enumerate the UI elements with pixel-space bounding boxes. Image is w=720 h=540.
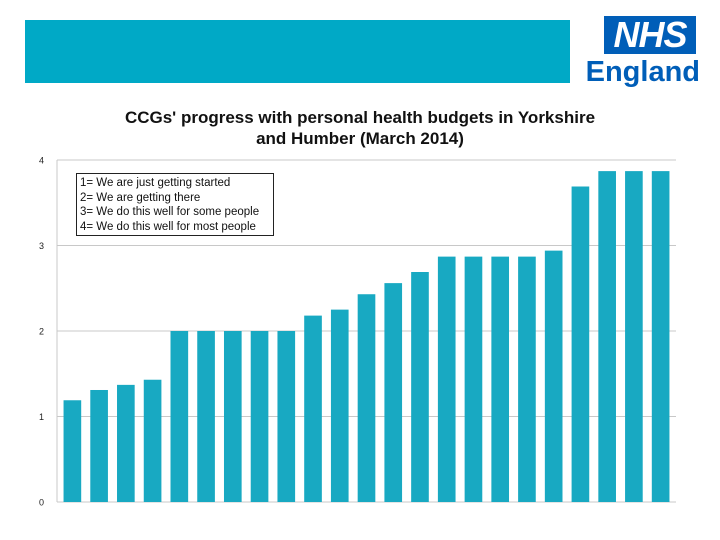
header-band	[25, 20, 570, 83]
bar	[330, 309, 349, 502]
bar	[384, 283, 403, 502]
y-tick-label: 3	[39, 241, 44, 251]
chart-title: CCGs' progress with personal health budg…	[60, 107, 660, 149]
bar	[518, 256, 536, 502]
bar	[411, 272, 429, 502]
bar	[437, 256, 456, 502]
nhs-logo-region: England	[585, 56, 700, 88]
bar	[491, 256, 510, 502]
bar	[571, 186, 590, 502]
y-tick-label: 2	[39, 327, 44, 337]
y-tick-label: 0	[39, 498, 44, 508]
bar	[625, 171, 643, 503]
bar	[223, 331, 242, 502]
y-tick-label: 1	[39, 412, 44, 422]
y-tick-label: 4	[39, 156, 44, 166]
bar	[651, 171, 670, 503]
bar	[143, 379, 162, 502]
bar	[464, 256, 483, 502]
bar	[250, 331, 269, 502]
bar	[63, 400, 82, 502]
chart-title-line-2: and Humber (March 2014)	[256, 129, 464, 148]
legend-entry: 1= We are just getting started	[80, 177, 231, 189]
bar	[357, 294, 376, 502]
legend-entry: 4= We do this well for most people	[80, 220, 256, 233]
bar	[170, 331, 189, 502]
bar	[304, 315, 322, 502]
legend-entry: 3= We do this well for some people	[80, 206, 260, 218]
chart-legend: 1= We are just getting started 2= We are…	[76, 173, 274, 236]
bar	[117, 384, 135, 502]
bar	[277, 331, 296, 502]
chart-title-line-1: CCGs' progress with personal health budg…	[124, 108, 596, 127]
bar	[598, 171, 616, 503]
bar	[197, 331, 215, 502]
legend-entry: 2= We are getting there	[80, 191, 201, 204]
bar	[90, 389, 108, 502]
bar	[544, 250, 563, 502]
nhs-logo: NHS	[604, 16, 696, 54]
